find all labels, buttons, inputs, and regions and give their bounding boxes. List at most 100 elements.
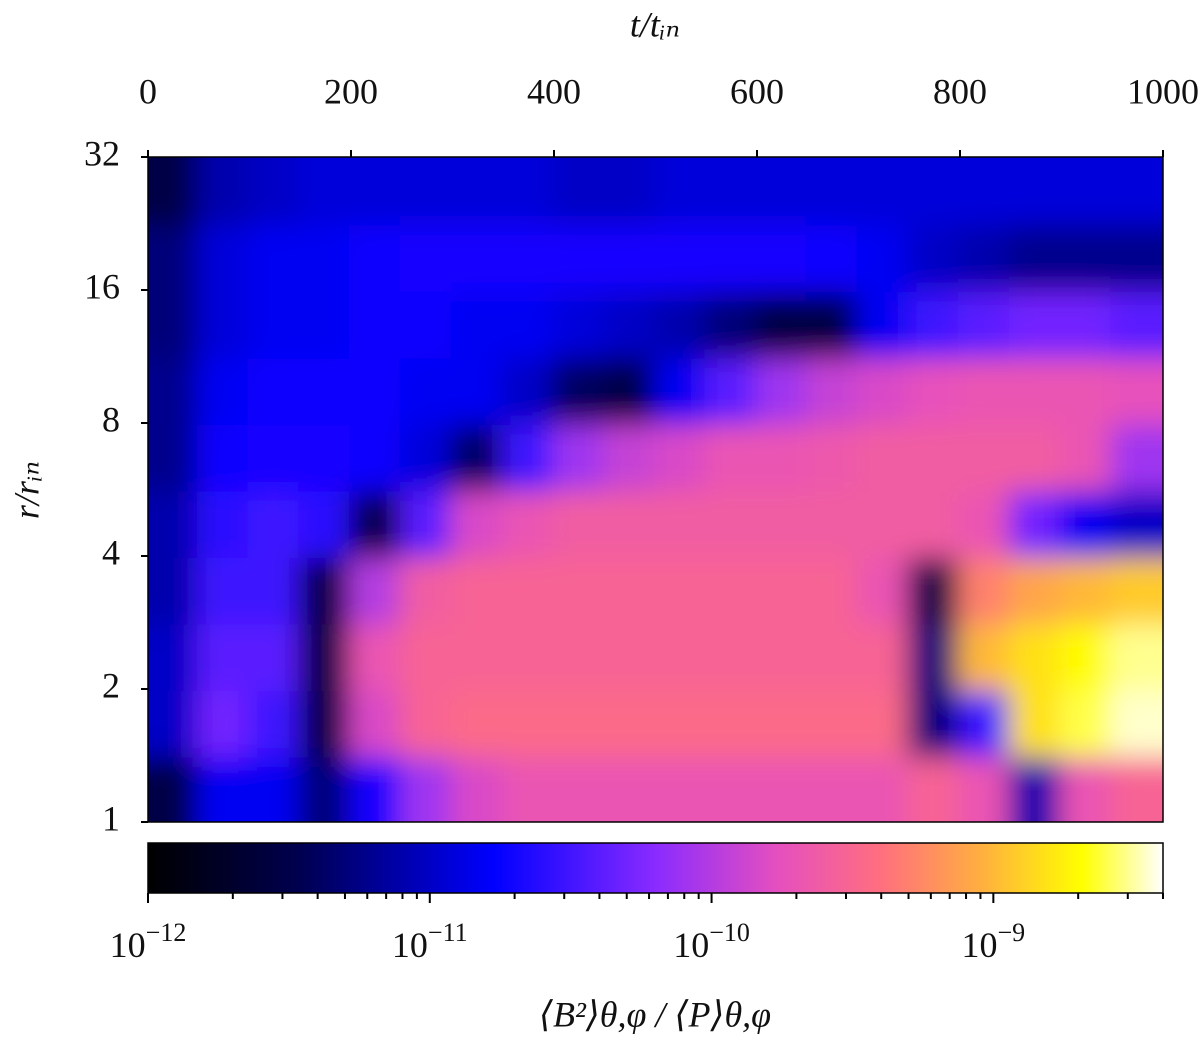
heatmap-cell (1008, 753, 1064, 822)
heatmap-cell (349, 221, 404, 293)
x-tick-label: 800 (933, 71, 987, 111)
heatmap-cell (1110, 420, 1163, 492)
heatmap-cell (907, 157, 962, 226)
heatmap-cell (856, 354, 912, 425)
heatmap-cell (602, 554, 658, 625)
heatmap-cell (196, 157, 252, 226)
heatmap-cell (148, 620, 201, 692)
heatmap-cell (1008, 157, 1064, 226)
heatmap-cell (349, 157, 404, 226)
heatmap-cell (501, 288, 556, 359)
heatmap-cell (704, 554, 759, 625)
heatmap-cell (805, 420, 861, 492)
heatmap-cell (755, 487, 810, 559)
heatmap-cell (704, 420, 759, 492)
heatmap-cell (501, 687, 556, 758)
y-tick-label: 32 (84, 133, 120, 173)
heatmap-cell (399, 620, 455, 692)
heatmap-cell (653, 753, 709, 822)
heatmap-cell (247, 620, 303, 692)
heatmap-cell (653, 354, 709, 425)
heatmap-cell (148, 420, 201, 492)
x-tick-label: 1000 (1127, 71, 1199, 111)
heatmap-cells (148, 157, 1163, 822)
heatmap-cell (552, 620, 607, 692)
heatmap-cell (704, 157, 759, 226)
heatmap-cell (856, 554, 912, 625)
heatmap-cell (856, 288, 912, 359)
heatmap-cell (805, 554, 861, 625)
colorbar-tick-label: 10−11 (392, 918, 468, 965)
heatmap-cell (805, 620, 861, 692)
heatmap-cell (704, 687, 759, 758)
heatmap-cell (148, 687, 201, 758)
heatmap-cell (907, 487, 962, 559)
heatmap-cell (856, 753, 912, 822)
heatmap-cell (1059, 554, 1115, 625)
heatmap-cell (450, 420, 506, 492)
heatmap-cell (1110, 620, 1163, 692)
heatmap-cell (602, 221, 658, 293)
heatmap-cell (958, 687, 1013, 758)
heatmap-cell (247, 354, 303, 425)
heatmap-cell (552, 354, 607, 425)
heatmap-cell (501, 221, 556, 293)
heatmap-cell (247, 288, 303, 359)
heatmap-cell (298, 487, 353, 559)
heatmap-cell (1110, 288, 1163, 359)
heatmap-cell (755, 420, 810, 492)
heatmap-cell (1059, 487, 1115, 559)
heatmap-cell (501, 554, 556, 625)
heatmap-cell (1110, 487, 1163, 559)
heatmap-cell (1059, 221, 1115, 293)
heatmap-cell (196, 687, 252, 758)
heatmap-cell (399, 753, 455, 822)
heatmap-cell (755, 288, 810, 359)
heatmap-cell (653, 554, 709, 625)
heatmap-cell (958, 157, 1013, 226)
x-tick-label: 400 (527, 71, 581, 111)
heatmap-cell (247, 487, 303, 559)
heatmap-cell (148, 753, 201, 822)
plot-frame (147, 156, 1164, 823)
heatmap-cell (1008, 554, 1064, 625)
heatmap-cell (856, 420, 912, 492)
heatmap-cell (1008, 221, 1064, 293)
heatmap-cell (247, 221, 303, 293)
heatmap-cell (856, 221, 912, 293)
heatmap-cell (653, 687, 709, 758)
heatmap-cell (501, 753, 556, 822)
heatmap-cell (958, 288, 1013, 359)
heatmap-cell (552, 420, 607, 492)
heatmap-cell (602, 753, 658, 822)
heatmap-cell (247, 157, 303, 226)
heatmap-cell (148, 554, 201, 625)
heatmap-cell (755, 753, 810, 822)
heatmap-cell (704, 221, 759, 293)
heatmap-cell (704, 487, 759, 559)
heatmap-cell (450, 354, 506, 425)
heatmap-cell (755, 554, 810, 625)
heatmap-cell (298, 620, 353, 692)
heatmap-cell (196, 221, 252, 293)
heatmap (148, 157, 1163, 822)
heatmap-cell (1059, 753, 1115, 822)
heatmap-cell (298, 554, 353, 625)
heatmap-cell (349, 620, 404, 692)
x-tick-label: 0 (139, 71, 157, 111)
heatmap-cell (450, 687, 506, 758)
heatmap-cell (552, 487, 607, 559)
heatmap-cell (1008, 487, 1064, 559)
heatmap-cell (196, 288, 252, 359)
y-tick-label: 8 (102, 399, 120, 439)
heatmap-cell (1059, 288, 1115, 359)
heatmap-cell (148, 221, 201, 293)
heatmap-cell (907, 288, 962, 359)
heatmap-cell (602, 687, 658, 758)
heatmap-cell (1059, 157, 1115, 226)
heatmap-cell (1110, 157, 1163, 226)
heatmap-cell (399, 487, 455, 559)
heatmap-cell (1008, 620, 1064, 692)
heatmap-cell (653, 288, 709, 359)
heatmap-cell (1008, 288, 1064, 359)
